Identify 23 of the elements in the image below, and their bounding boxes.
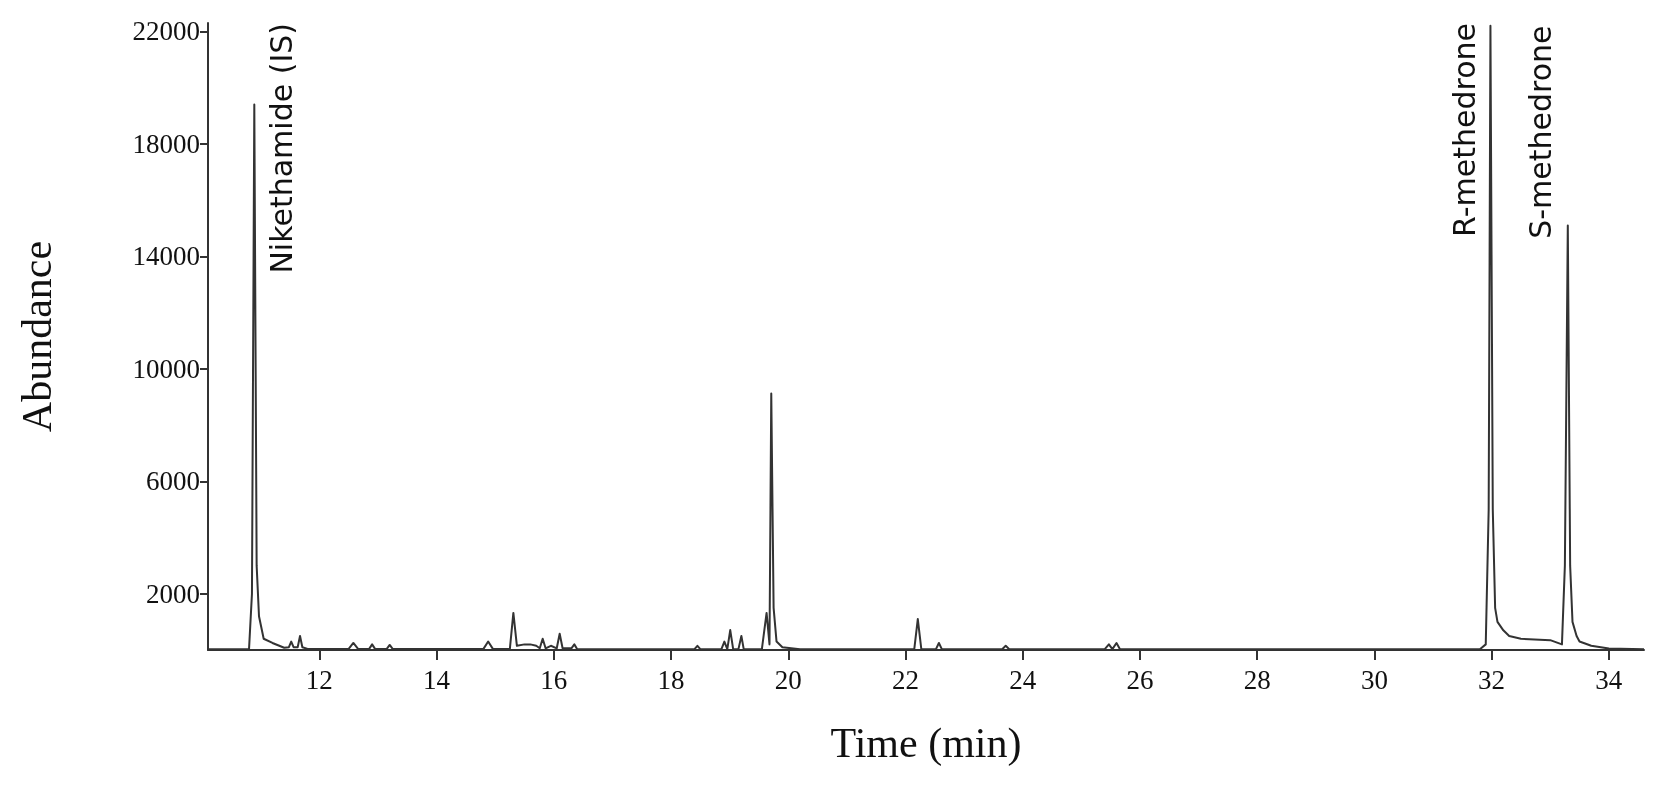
y-axis-title: Abundance bbox=[14, 240, 60, 433]
x-tick-label: 20 bbox=[774, 664, 802, 695]
x-tick-label: 34 bbox=[1595, 664, 1623, 695]
y-tick-label: 18000 bbox=[132, 128, 200, 159]
x-tick-label: 32 bbox=[1478, 664, 1506, 695]
x-tick-label: 30 bbox=[1360, 664, 1388, 695]
x-tick-label: 28 bbox=[1243, 664, 1271, 695]
x-axis-title: Time (min) bbox=[830, 720, 1022, 767]
annotation: Nikethamide (IS) bbox=[263, 23, 299, 274]
y-tick-label: 2000 bbox=[146, 578, 200, 609]
annotation: R-methedrone bbox=[1447, 23, 1483, 237]
x-tick-label: 24 bbox=[1009, 664, 1037, 695]
x-tick-label: 14 bbox=[423, 664, 451, 695]
x-tick-label: 22 bbox=[891, 664, 919, 695]
annotation: S-methedrone bbox=[1523, 25, 1559, 239]
x-tick-label: 26 bbox=[1126, 664, 1154, 695]
x-tick-label: 12 bbox=[305, 664, 333, 695]
x-tick-label: 16 bbox=[540, 664, 568, 695]
y-tick-label: 22000 bbox=[132, 16, 200, 47]
y-tick-label: 14000 bbox=[132, 241, 200, 272]
y-tick-label: 10000 bbox=[132, 353, 200, 384]
x-tick-label: 18 bbox=[657, 664, 685, 695]
y-tick-label: 6000 bbox=[146, 466, 200, 497]
